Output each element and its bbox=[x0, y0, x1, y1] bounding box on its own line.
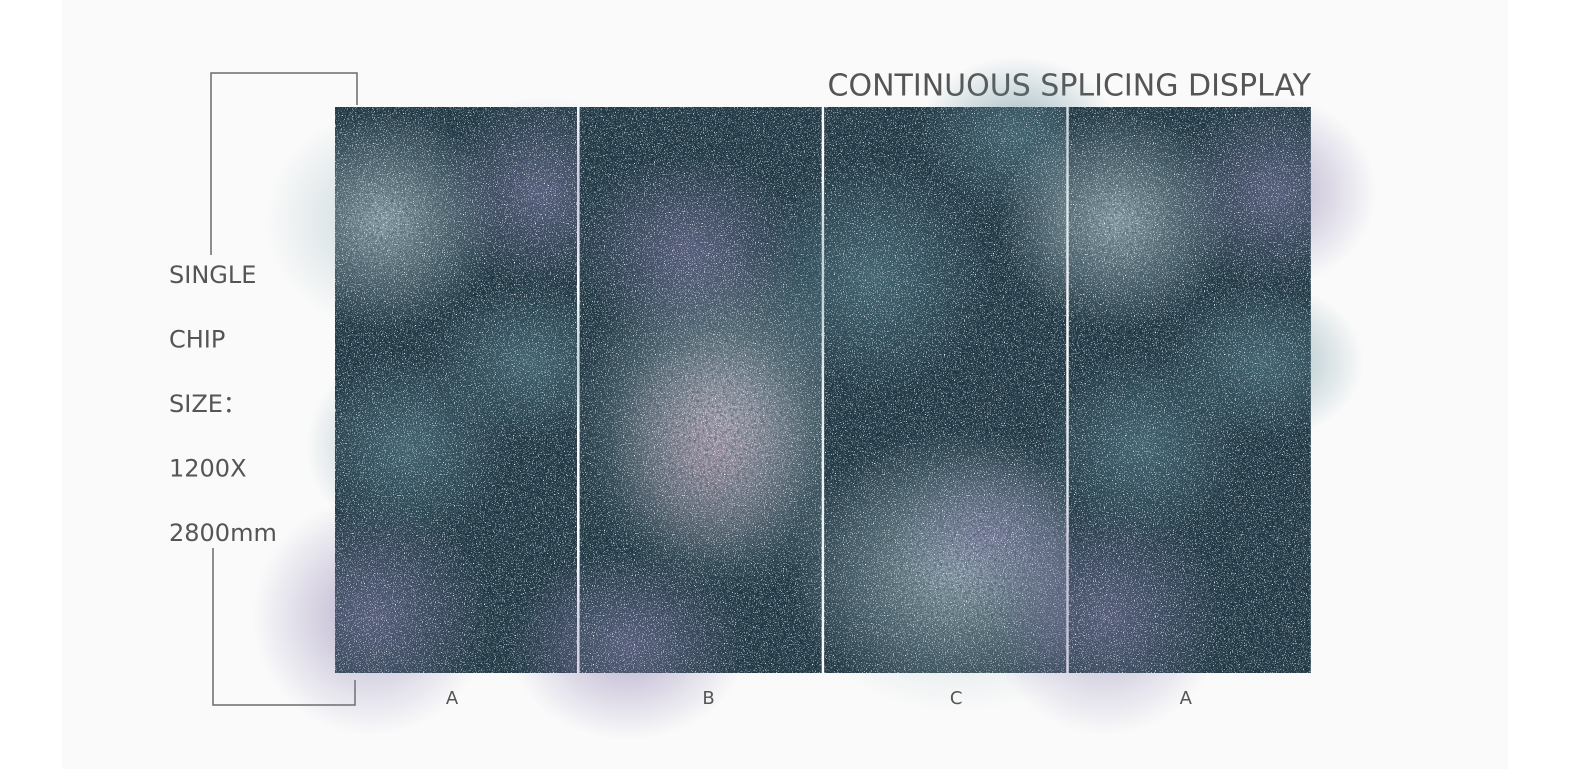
size-line: SIZE： bbox=[169, 390, 247, 418]
size-line: CHIP bbox=[169, 326, 225, 354]
panel-label: A bbox=[1180, 688, 1193, 709]
panel-label: A bbox=[446, 688, 459, 709]
size-label: SINGLE CHIP SIZE： 1200X 2800mm bbox=[169, 261, 277, 547]
panel-speckle bbox=[1068, 107, 1311, 673]
panel: C bbox=[754, 56, 1127, 714]
size-line: 1200X bbox=[169, 455, 247, 483]
bracket-top bbox=[210, 72, 358, 255]
panel-label: C bbox=[950, 688, 963, 709]
panel-speckle bbox=[335, 107, 577, 673]
panel: A bbox=[986, 96, 1377, 736]
size-line: SINGLE bbox=[169, 261, 256, 289]
panel-label: B bbox=[702, 688, 714, 709]
panel-speckle bbox=[579, 107, 822, 673]
panel: A bbox=[252, 96, 643, 736]
size-line: 2800mm bbox=[169, 519, 277, 547]
